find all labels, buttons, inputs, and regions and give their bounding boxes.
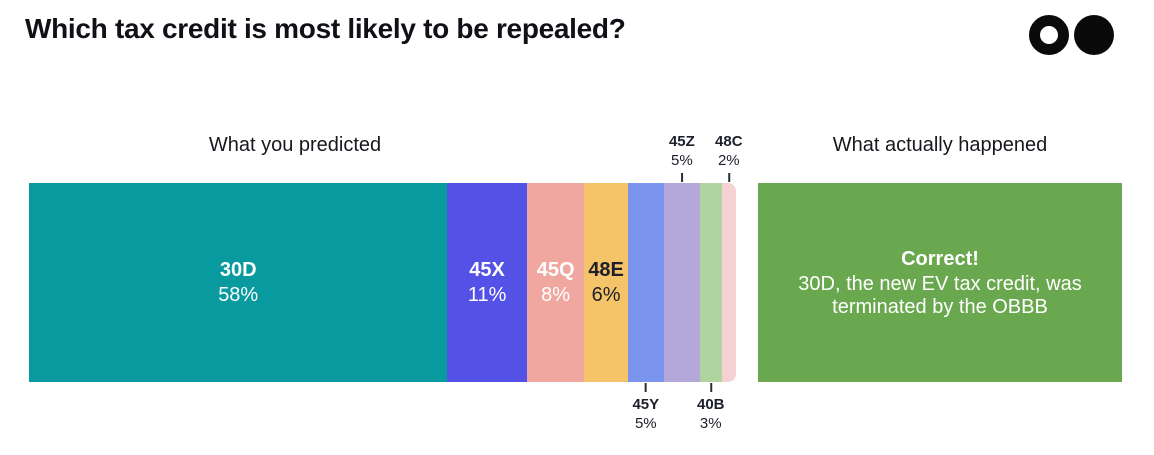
bar-segment-45z (663, 183, 700, 382)
segment-name: 48C (715, 133, 743, 150)
segment-name: 48E (588, 258, 624, 281)
result-title: Correct! (901, 247, 979, 270)
segment-percent: 8% (541, 283, 571, 306)
tick-mark (709, 383, 712, 392)
logo-ring-circle-icon (1029, 15, 1069, 55)
logo-filled-circle-icon (1074, 15, 1114, 55)
segment-name: 45Z (668, 133, 695, 150)
segment-percent: 5% (671, 152, 693, 169)
segment-percent: 2% (717, 152, 740, 169)
segment-name: 40B (696, 396, 725, 413)
outside-label-45y: 45Y 5% (632, 383, 659, 432)
segment-name: 45Y (632, 396, 660, 413)
predicted-bar: 30D 58% 45X 11% 45Q 8% 48E 6% (29, 183, 736, 382)
segment-percent: 5% (634, 415, 657, 432)
segment-percent: 6% (591, 283, 621, 306)
segment-name: 45Q (536, 258, 575, 281)
segment-label-45q: 45Q 8% (537, 258, 575, 308)
segment-label-45x: 45X 11% (468, 258, 507, 308)
outside-label-40b: 40B 3% (697, 383, 725, 432)
predicted-column-header: What you predicted (208, 134, 382, 156)
bar-segment-48c (721, 183, 736, 382)
segment-label-30d: 30D 58% (218, 258, 258, 308)
bar-segment-45q: 45Q 8% (526, 183, 585, 382)
bar-segment-30d: 30D 58% (29, 183, 448, 382)
outside-label-45z: 45Z 5% (669, 133, 695, 182)
segment-percent: 3% (699, 415, 722, 432)
segment-name: 45X (469, 258, 505, 281)
bar-segment-45y (627, 183, 664, 382)
actual-column-header: What actually happened (832, 134, 1048, 156)
segment-label-48e: 48E 6% (588, 258, 624, 308)
segment-percent: 11% (467, 283, 507, 306)
bar-segment-48e: 48E 6% (584, 183, 628, 382)
bar-segment-40b (699, 183, 722, 382)
result-body: 30D, the new EV tax credit, was terminat… (798, 272, 1082, 318)
logo (1029, 15, 1125, 55)
outside-label-48c: 48C 2% (715, 133, 743, 182)
tick-mark (644, 383, 647, 392)
tick-mark (680, 173, 683, 182)
bar-segment-45x: 45X 11% (447, 183, 527, 382)
page-title: Which tax credit is most likely to be re… (25, 13, 626, 44)
tick-mark (727, 173, 730, 182)
segment-name: 30D (219, 258, 257, 281)
result-box: Correct! 30D, the new EV tax credit, was… (758, 183, 1122, 382)
segment-percent: 58% (218, 283, 259, 306)
